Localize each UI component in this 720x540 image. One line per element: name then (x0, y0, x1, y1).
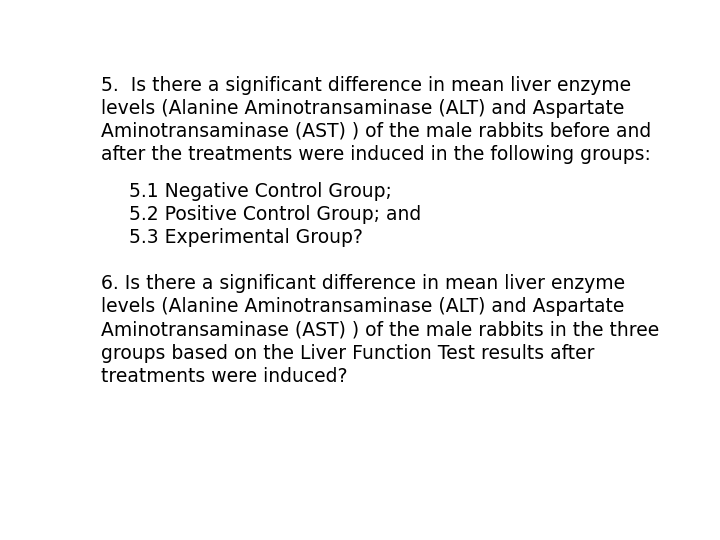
Text: levels (Alanine Aminotransaminase (ALT) and Aspartate: levels (Alanine Aminotransaminase (ALT) … (101, 99, 624, 118)
Text: Aminotransaminase (AST) ) of the male rabbits in the three: Aminotransaminase (AST) ) of the male ra… (101, 320, 659, 340)
Text: 5.  Is there a significant difference in mean liver enzyme: 5. Is there a significant difference in … (101, 76, 631, 94)
Text: Aminotransaminase (AST) ) of the male rabbits before and: Aminotransaminase (AST) ) of the male ra… (101, 122, 651, 141)
Text: groups based on the Liver Function Test results after: groups based on the Liver Function Test … (101, 343, 594, 362)
Text: treatments were induced?: treatments were induced? (101, 367, 347, 386)
Text: 5.3 Experimental Group?: 5.3 Experimental Group? (129, 228, 363, 247)
Text: 5.2 Positive Control Group; and: 5.2 Positive Control Group; and (129, 205, 421, 224)
Text: 5.1 Negative Control Group;: 5.1 Negative Control Group; (129, 182, 392, 201)
Text: after the treatments were induced in the following groups:: after the treatments were induced in the… (101, 145, 651, 164)
Text: 6. Is there a significant difference in mean liver enzyme: 6. Is there a significant difference in … (101, 274, 625, 293)
Text: levels (Alanine Aminotransaminase (ALT) and Aspartate: levels (Alanine Aminotransaminase (ALT) … (101, 298, 624, 316)
